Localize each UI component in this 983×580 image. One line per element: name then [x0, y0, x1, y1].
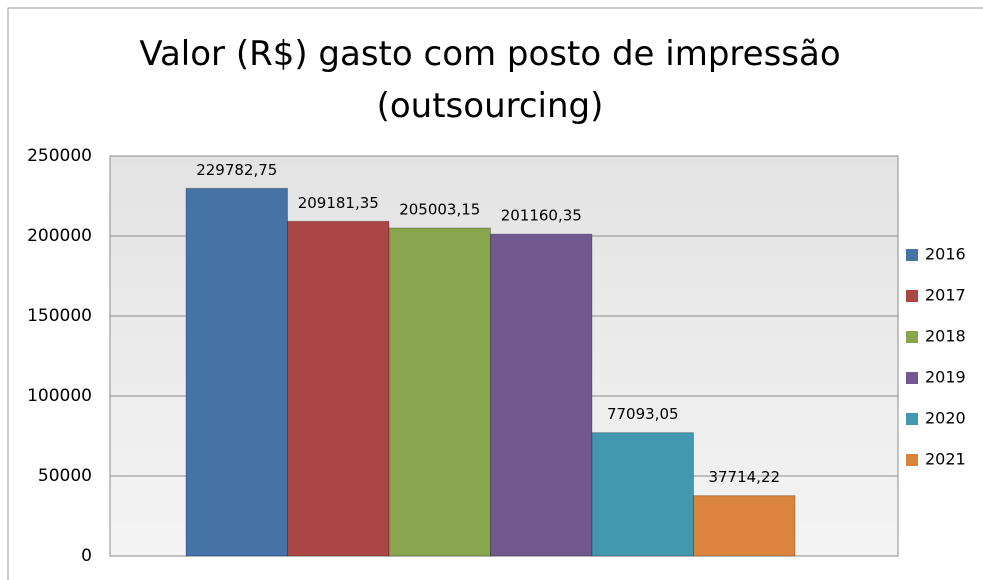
- legend-label: 2017: [925, 286, 966, 305]
- legend-label: 2019: [925, 368, 966, 387]
- legend-label: 2021: [925, 450, 966, 469]
- y-tick-label: 50000: [38, 466, 92, 486]
- data-label: 229782,75: [196, 161, 277, 179]
- data-label: 201160,35: [501, 207, 582, 225]
- legend-label: 2020: [925, 409, 966, 428]
- bar: [591, 432, 694, 557]
- data-label: 209181,35: [298, 194, 379, 212]
- legend-label: 2018: [925, 327, 966, 346]
- bar: [287, 220, 390, 557]
- chart-frame: [7, 7, 983, 580]
- legend-swatch: [906, 372, 918, 384]
- legend-swatch: [906, 413, 918, 425]
- bar: [185, 187, 288, 557]
- y-tick-label: 150000: [27, 306, 92, 326]
- legend-swatch: [906, 331, 918, 343]
- bar: [490, 233, 593, 557]
- data-label: 37714,22: [708, 468, 780, 486]
- y-tick-label: 250000: [27, 146, 92, 166]
- data-label: 205003,15: [399, 200, 480, 218]
- bar: [388, 227, 491, 557]
- y-tick-label: 100000: [27, 386, 92, 406]
- y-tick-label: 200000: [27, 226, 92, 246]
- legend-label: 2016: [925, 245, 966, 264]
- data-label: 77093,05: [607, 405, 679, 423]
- chart-title: Valor (R$) gasto com posto de impressão …: [139, 34, 841, 126]
- y-tick-label: 0: [81, 546, 92, 566]
- legend-swatch: [906, 454, 918, 466]
- bar: [693, 495, 796, 557]
- legend-swatch: [906, 290, 918, 302]
- legend-swatch: [906, 249, 918, 261]
